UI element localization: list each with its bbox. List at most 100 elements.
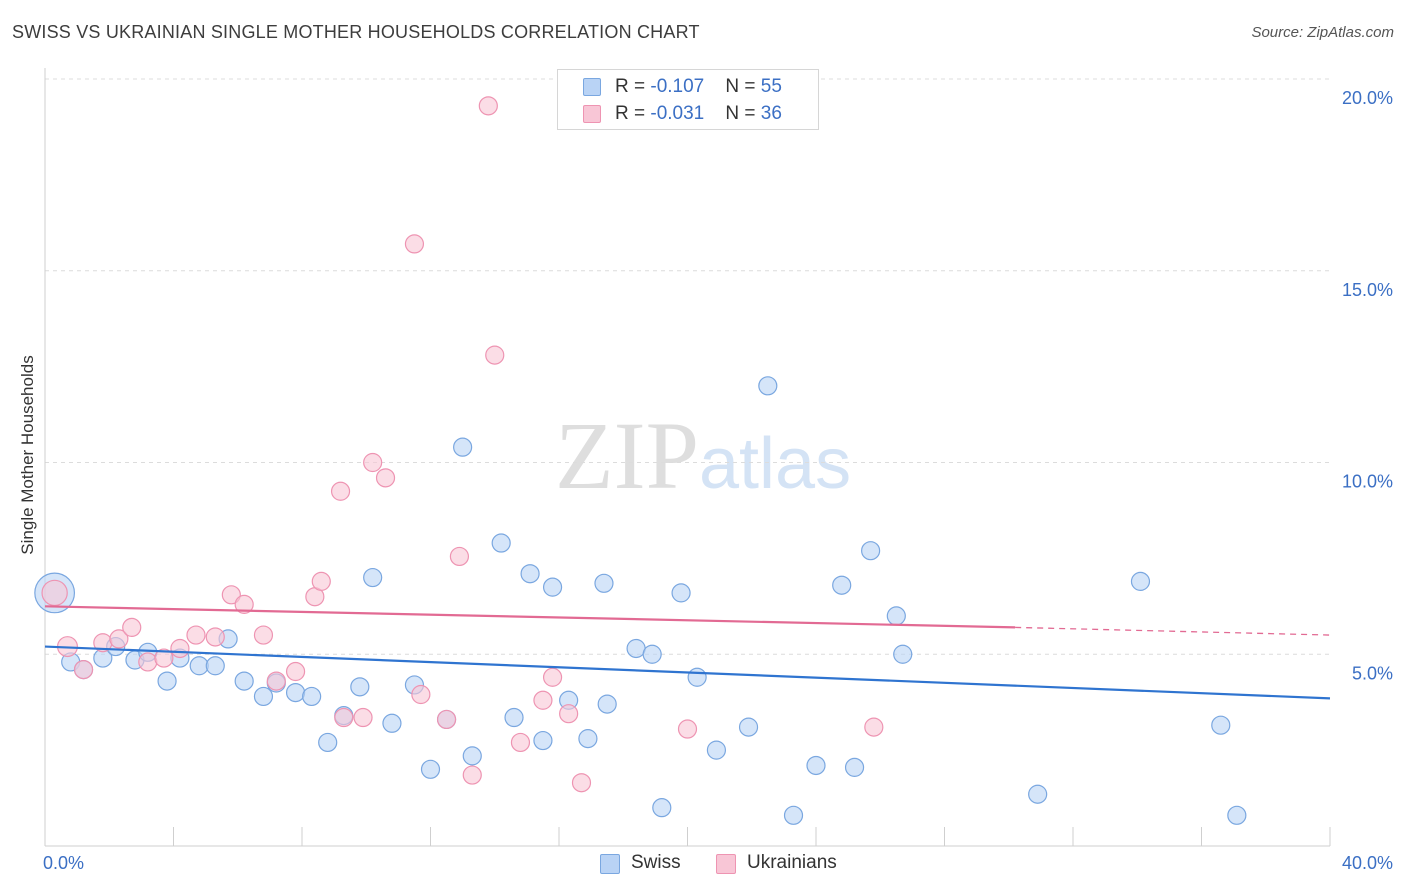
point-swiss-45 [806,755,826,776]
point-ukrainians-14 [266,671,286,691]
point-ukrainians-20 [330,481,351,501]
point-swiss-51 [1028,784,1048,804]
series-swatch-swiss [600,854,620,874]
point-swiss-21 [382,713,402,733]
point-swiss-46 [832,575,852,595]
point-ukrainians-13 [253,625,274,645]
point-swiss-37 [642,644,662,664]
point-ukrainians-18 [334,707,354,728]
point-swiss-10 [205,656,225,676]
point-ukrainians-0 [41,579,68,607]
point-swiss-17 [318,732,338,753]
point-swiss-53 [1211,715,1231,735]
point-swiss-49 [886,606,906,626]
point-ukrainians-24 [411,684,431,705]
point-swiss-34 [594,573,614,593]
chart-title: SWISS VS UKRAINIAN SINGLE MOTHER HOUSEHO… [12,22,700,42]
watermark-atlas: atlas [699,424,852,504]
point-swiss-29 [520,564,540,584]
correlation-legend: R = -0.107 N = 55 R = -0.031 N = 36 [557,69,819,130]
y-tick-label-1: 10.0% [1342,472,1393,492]
point-ukrainians-32 [542,667,563,687]
point-swiss-9 [189,656,209,676]
point-ukrainians-26 [449,546,470,567]
point-swiss-50 [893,644,913,664]
point-ukrainians-5 [122,617,142,638]
point-ukrainians-23 [404,234,425,254]
point-swiss-43 [758,376,778,396]
point-swiss-35 [597,694,617,714]
point-ukrainians-36 [864,717,884,737]
point-swiss-42 [738,717,759,737]
point-swiss-25 [453,437,473,457]
source-credit: Source: ZipAtlas.com [1251,24,1394,41]
point-swiss-48 [861,541,881,561]
point-ukrainians-27 [462,765,482,785]
point-swiss-44 [783,805,804,825]
series-label-ukrainians: Ukrainians [747,852,837,873]
point-swiss-38 [652,798,672,818]
point-ukrainians-33 [559,704,579,724]
point-swiss-40 [687,667,707,687]
point-ukrainians-7 [154,648,174,668]
point-swiss-41 [706,740,727,760]
point-ukrainians-31 [533,690,553,710]
point-swiss-19 [350,677,370,697]
y-tick-label-0: 5.0% [1352,663,1393,683]
point-swiss-13 [253,686,274,707]
legend-r-label-ukrainians: R = [615,103,651,124]
watermark: ZIPatlas [555,400,851,511]
y-axis-label: Single Mother Households [18,355,37,555]
x-tick-label-1: 40.0% [1342,853,1393,873]
trend-line-swiss [44,645,1331,700]
point-swiss-28 [504,707,524,728]
point-ukrainians-6 [138,652,158,672]
point-swiss-52 [1130,571,1151,591]
series-swatch-ukrainians [716,854,736,874]
x-tick-label-0: 0.0% [43,853,84,873]
point-ukrainians-34 [571,773,592,793]
point-ukrainians-35 [677,719,698,739]
point-ukrainians-19 [353,707,373,728]
point-swiss-39 [671,583,691,603]
legend-r-value-ukrainians: -0.031 [650,103,705,124]
legend-r-value-swiss: -0.107 [650,76,705,97]
point-ukrainians-8 [170,638,190,659]
series-label-swiss: Swiss [631,852,681,873]
legend-n-value-swiss: 55 [760,76,782,97]
trend-line-extension-ukrainians [1015,626,1331,636]
point-swiss-26 [462,746,482,766]
point-swiss-54 [1227,805,1247,825]
point-swiss-30 [533,730,553,751]
point-ukrainians-10 [205,627,225,647]
point-ukrainians-28 [478,96,498,116]
point-swiss-36 [626,638,646,659]
point-ukrainians-2 [73,659,94,680]
point-ukrainians-30 [510,732,531,753]
point-ukrainians-9 [186,625,206,645]
legend-n-label-ukrainians: N = [725,103,761,124]
point-swiss-27 [491,533,511,553]
point-swiss-33 [578,729,598,749]
point-swiss-20 [363,567,383,588]
watermark-zip: ZIP [555,402,699,509]
legend-swatch-swiss [583,78,601,96]
point-swiss-23 [420,759,441,779]
legend-text-ukrainians: R = -0.031 N = 36 [615,101,782,127]
point-swiss-7 [157,671,177,691]
point-swiss-12 [234,671,254,691]
point-ukrainians-22 [375,468,396,488]
y-tick-label-3: 20.0% [1342,88,1393,108]
point-ukrainians-21 [363,452,383,473]
point-swiss-47 [844,757,865,777]
trend-line-ukrainians [44,605,1016,629]
point-ukrainians-25 [436,709,457,730]
point-swiss-31 [542,577,563,597]
legend-n-label-swiss: N = [725,76,761,97]
legend-r-label-swiss: R = [615,76,651,97]
point-ukrainians-17 [311,571,331,591]
point-ukrainians-12 [234,594,254,614]
legend-n-value-ukrainians: 36 [760,103,782,124]
point-swiss-16 [302,686,322,707]
